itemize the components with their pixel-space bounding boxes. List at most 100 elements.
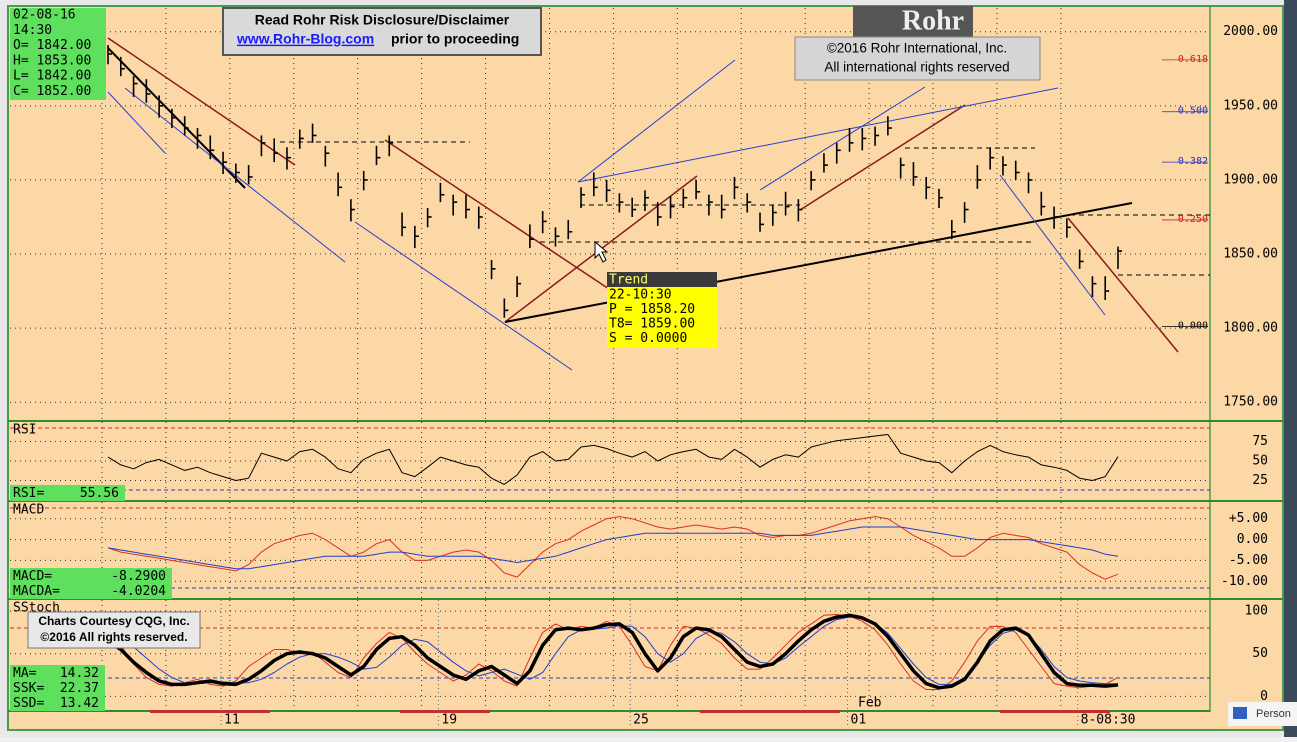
info-box (10, 8, 106, 100)
readout-label: MACD= (13, 569, 52, 584)
panel-title: RSI (13, 423, 36, 438)
trendline (124, 87, 346, 263)
disclaimer-link[interactable]: www.Rohr-Blog.com (236, 31, 374, 47)
mouse-cursor (594, 240, 609, 263)
y-tick-label: 0.00 (1237, 532, 1268, 547)
y-tick-label: 0 (1260, 689, 1268, 704)
info-line: 14:30 (13, 23, 52, 38)
readout-box (10, 680, 105, 696)
courtesy-text: ©2016 All rights reserved. (40, 630, 187, 644)
trend-box (607, 287, 717, 348)
series-line (107, 616, 1119, 685)
logo-box (853, 6, 973, 38)
fib-label: 0.618 (1178, 54, 1208, 65)
readout-value: -8.2900 (111, 569, 166, 584)
readout-value: 55.56 (80, 486, 119, 501)
y-tick-label: 100 (1245, 604, 1268, 619)
y-tick-label: -5.00 (1229, 553, 1268, 568)
stripe (400, 710, 490, 713)
series-line (107, 434, 1119, 485)
time-stripe (150, 710, 1110, 713)
fib-label: 0.250 (1178, 214, 1208, 225)
copyright-text: ©2016 Rohr International, Inc. (827, 41, 1007, 56)
copyright-box (794, 36, 1041, 81)
fib-label: 0.500 (1178, 106, 1208, 117)
fib-label: 0.000 (1178, 321, 1208, 332)
readout-value: 22.37 (60, 681, 99, 696)
x-tick-label: 19 (441, 713, 457, 728)
y-tick-label: -10.00 (1221, 574, 1268, 589)
stripe (700, 710, 840, 713)
x-tick-label: 01 (851, 713, 867, 728)
info-line: 02-08-16 (13, 8, 76, 23)
readout-box (10, 485, 125, 501)
panel-title: SStoch (13, 601, 60, 616)
trendline (107, 91, 166, 154)
info-line: L= 1842.00 (13, 69, 91, 84)
y-tick-label: 1950.00 (1223, 98, 1278, 113)
y-tick-label: 50 (1252, 646, 1268, 661)
copyright-text: All international rights reserved (824, 60, 1009, 75)
chart-background (7, 5, 1284, 731)
disclaimer-text: prior to proceeding (391, 31, 519, 47)
series-line (107, 613, 1119, 690)
taskbar-icon (1233, 707, 1247, 719)
trendline (577, 59, 736, 183)
trend-line: 22-10:30 (609, 288, 672, 303)
trendline (1067, 217, 1179, 353)
trendline (577, 87, 1059, 183)
y-tick-label: 2000.00 (1223, 24, 1278, 39)
info-line: C= 1852.00 (13, 84, 91, 99)
readout-value: 14.32 (60, 666, 99, 681)
readout-label: MA= (13, 666, 37, 681)
trend-title-bar (607, 272, 717, 287)
panel-title: MACD (13, 503, 44, 518)
y-tick-label: 1800.00 (1223, 321, 1278, 336)
trendline (107, 37, 296, 166)
courtesy-box (27, 611, 201, 649)
data (107, 45, 1208, 690)
y-tick-label: 1850.00 (1223, 247, 1278, 262)
x-tick-label: 25 (633, 713, 649, 728)
info-line: O= 1842.00 (13, 38, 91, 53)
y-tick-label: 25 (1252, 473, 1268, 488)
readout-label: RSI= (13, 486, 44, 501)
series-line (107, 526, 1119, 570)
readout-box (10, 568, 172, 584)
series-line (107, 516, 1119, 580)
grid (10, 8, 1210, 728)
readout-label: SSK= (13, 681, 44, 696)
y-tick-label: 1900.00 (1223, 172, 1278, 187)
y-tick-label: +5.00 (1229, 511, 1268, 526)
trend-title: Trend (609, 273, 648, 288)
readout-box (10, 665, 105, 681)
disclaimer-box (222, 7, 542, 56)
stripe (1000, 710, 1110, 713)
readout-label: SSD= (13, 696, 44, 711)
trendline (759, 86, 926, 191)
readout-box (10, 695, 105, 711)
y-tick-label: 1750.00 (1223, 395, 1278, 410)
fib-label: 0.382 (1178, 156, 1208, 167)
y-tick-label: 75 (1252, 434, 1268, 449)
window-edge (1284, 0, 1297, 737)
month-label: Feb (858, 696, 882, 711)
trendline (354, 221, 573, 371)
courtesy-text: Charts Courtesy CQG, Inc. (38, 614, 189, 628)
readout-box (10, 583, 172, 599)
readout-value: -4.0204 (111, 584, 166, 599)
trend-line: T8= 1859.00 (609, 317, 695, 332)
trend-line: S = 0.0000 (609, 331, 687, 346)
x-tick-label: 11 (224, 713, 240, 728)
readout-label: MACDA= (13, 584, 60, 599)
info-line: H= 1853.00 (13, 53, 91, 68)
readout-value: 13.42 (60, 696, 99, 711)
trend-line: P = 1858.20 (609, 302, 695, 317)
logo: Rohr (902, 5, 964, 36)
trendline (999, 174, 1106, 316)
disclaimer-text: Read Rohr Risk Disclosure/Disclaimer (255, 12, 510, 28)
taskbar-text: Person (1256, 708, 1291, 720)
